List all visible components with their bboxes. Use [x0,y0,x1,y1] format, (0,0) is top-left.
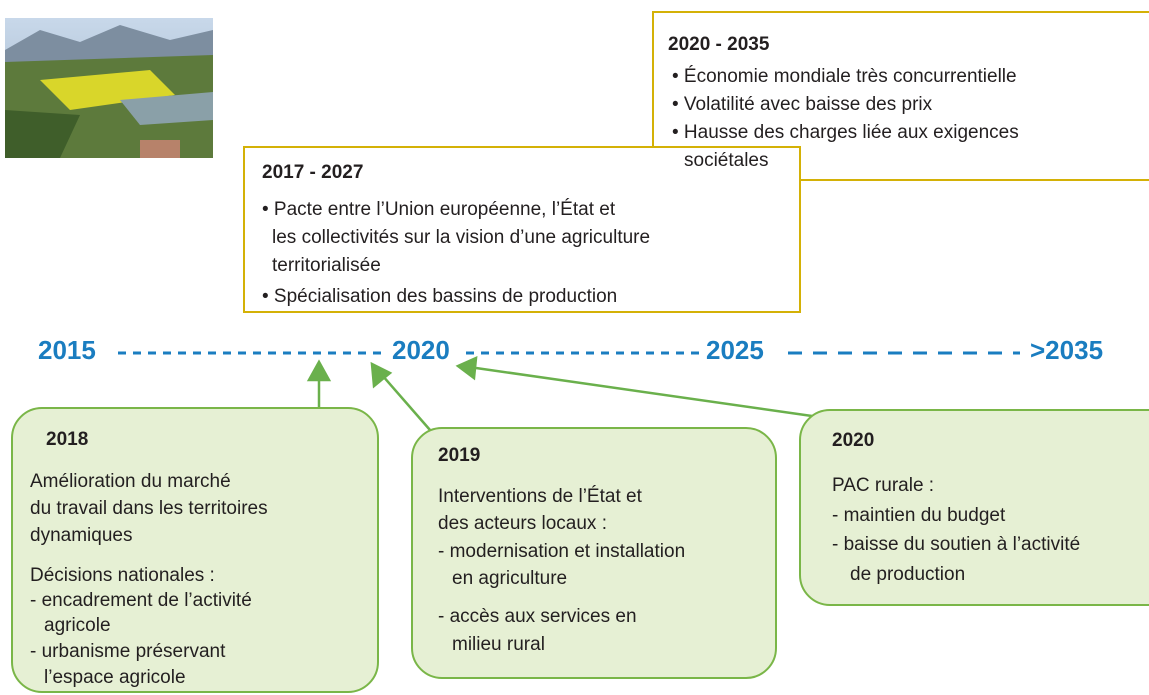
text-line: du travail dans les territoires [30,498,268,519]
timeline-year: 2020 [392,335,450,365]
text-line: Décisions nationales : [30,565,215,586]
text-line: dynamiques [30,525,132,546]
text-line: Amélioration du marché [30,471,231,492]
text-line: milieu rural [452,634,545,655]
text-line: des acteurs locaux : [438,513,607,534]
text-line: - modernisation et installation [438,541,685,562]
text-line: - baisse du soutien à l’activité [832,534,1080,555]
text-line: - encadrement de l’activité [30,590,252,611]
timeline-year: 2025 [706,335,764,365]
diagram: 2020 - 2035 • Économie mondiale très conc… [0,0,1149,695]
text-line: Interventions de l’État et [438,486,643,507]
text-line: territorialisée [272,255,381,276]
text-line: PAC rurale : [832,475,934,496]
text-line: - maintien du budget [832,505,1006,526]
event-title: 2019 [438,445,480,466]
text-line: - accès aux services en [438,606,637,627]
arrows [309,358,812,430]
text-line: sociétales [684,150,769,171]
forecast-title: 2017 - 2027 [262,162,363,183]
text-line: • Volatilité avec baisse des prix [672,94,933,115]
text-line: • Spécialisation des bassins de producti… [262,286,617,307]
text-line: • Hausse des charges liée aux exigences [672,122,1019,143]
text-line: en agriculture [452,568,567,589]
text-line: les collectivités sur la vision d’une ag… [272,227,650,248]
event-title: 2020 [832,430,874,451]
text-line: l’espace agricole [44,667,186,688]
landscape-photo [5,18,213,158]
text-line: de production [850,564,965,585]
text-line: agricole [44,615,111,636]
text-line: • Pacte entre l’Union européenne, l’État… [262,199,616,220]
event-title: 2018 [46,429,88,450]
text-line: - urbanisme préservant [30,641,226,662]
forecast-title: 2020 - 2035 [668,34,770,55]
timeline-year: 2015 [38,335,96,365]
text-line: • Économie mondiale très concurrentielle [672,66,1017,87]
timeline-year: >2035 [1030,335,1103,365]
